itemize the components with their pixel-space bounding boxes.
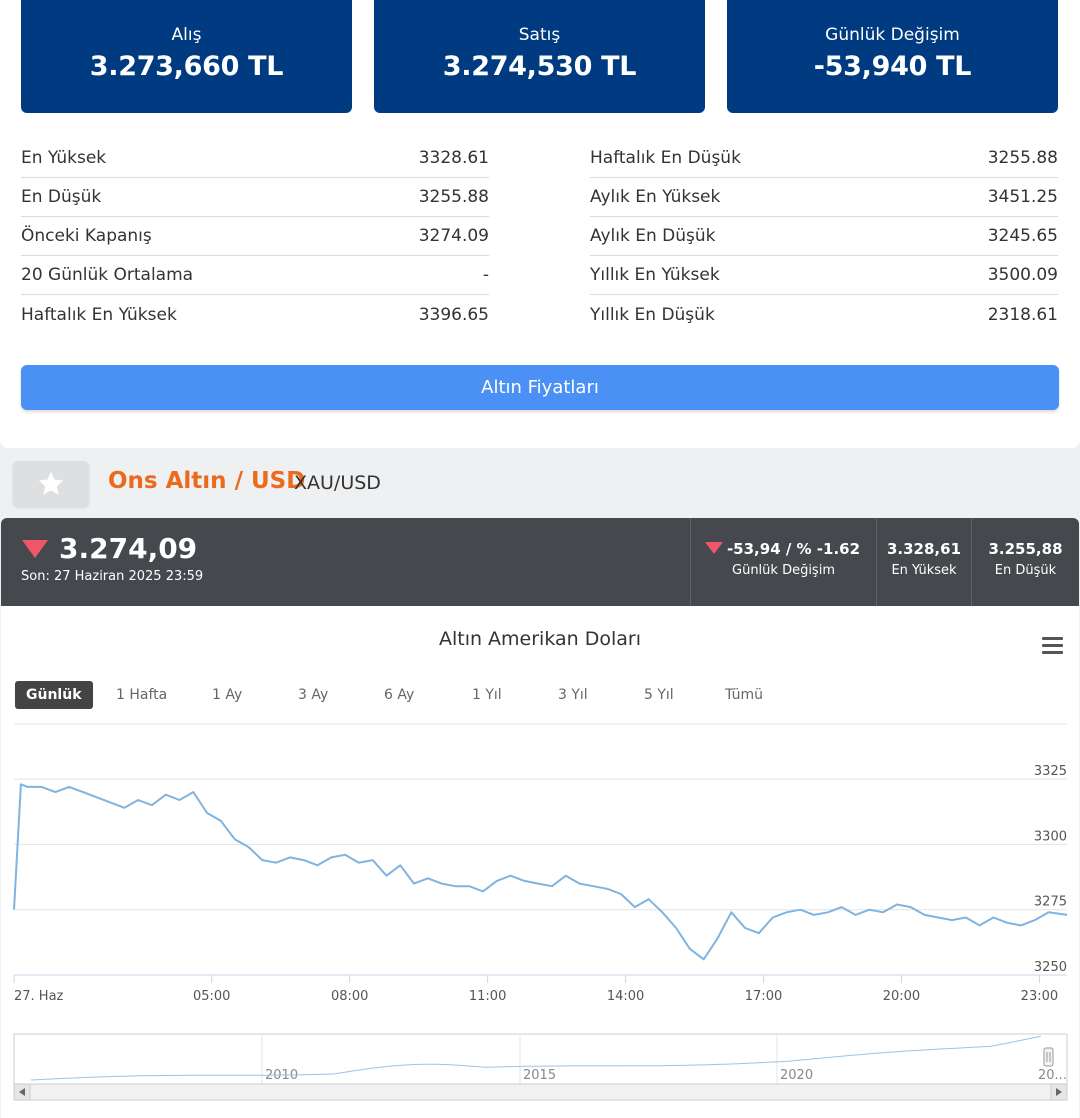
stat-row: 20 Günlük Ortalama - <box>21 256 489 295</box>
daily-change-label: Günlük Değişim <box>825 25 960 45</box>
instrument-symbol: XAU/USD <box>294 472 381 494</box>
buy-label: Alış <box>171 25 202 45</box>
range-button-6m[interactable]: 6 Ay <box>384 687 415 703</box>
stat-row: En Yüksek 3328.61 <box>21 139 489 178</box>
sell-value: 3.274,530 TL <box>442 51 637 82</box>
stat-label: Aylık En Yüksek <box>590 187 721 207</box>
chart-panel: Altın Amerikan Doları Günlük 1 Hafta 1 A… <box>1 606 1079 1118</box>
y-tick-label: 3325 <box>1034 764 1067 779</box>
stat-row: Önceki Kapanış 3274.09 <box>21 217 489 256</box>
summary-panel: Alış 3.273,660 TL Satış 3.274,530 TL Gün… <box>0 0 1080 448</box>
x-tick-label: 20:00 <box>883 989 920 1004</box>
range-button-3y[interactable]: 3 Yıl <box>558 687 588 703</box>
stat-value: 3451.25 <box>987 187 1058 207</box>
stat-value: 3255.88 <box>418 187 489 207</box>
daily-change-value: -53,940 TL <box>813 51 972 82</box>
scrollbar-track <box>13 1083 1068 1101</box>
navigator-line <box>30 1035 1042 1081</box>
last-price: 3.274,09 <box>59 532 198 565</box>
stats-left: En Yüksek 3328.61 En Düşük 3255.88 Önceki … <box>21 139 489 334</box>
range-button-daily[interactable]: Günlük <box>15 681 93 709</box>
stat-row: Yıllık En Yüksek 3500.09 <box>590 256 1058 295</box>
y-tick-label: 3275 <box>1034 895 1067 910</box>
low-label: En Düşük <box>994 563 1057 578</box>
stat-label: Haftalık En Yüksek <box>21 304 177 325</box>
navigator-tick-label: 2015 <box>523 1068 556 1083</box>
stat-label: 20 Günlük Ortalama <box>21 265 194 285</box>
navigator-tick-label: 2020 <box>780 1068 813 1083</box>
stat-value: 3328.61 <box>418 148 489 168</box>
range-button-1w[interactable]: 1 Hafta <box>116 687 168 703</box>
instrument-title: Ons Altın / USD <box>108 468 306 494</box>
stat-value: 3500.09 <box>987 265 1058 285</box>
range-button-5y[interactable]: 5 Yıl <box>644 687 674 703</box>
stat-value: 3396.65 <box>418 304 489 325</box>
stat-value: - <box>482 265 489 285</box>
buy-price-card: Alış 3.273,660 TL <box>21 0 352 113</box>
stat-row: Aylık En Düşük 3245.65 <box>590 217 1058 256</box>
stat-value: 3255.88 <box>987 148 1058 168</box>
scroll-left-icon <box>19 1088 25 1096</box>
high-cell: 3.328,61 En Yüksek <box>876 518 971 606</box>
low-cell: 3.255,88 En Düşük <box>971 518 1079 606</box>
stat-row: Haftalık En Düşük 3255.88 <box>590 139 1058 178</box>
buy-value: 3.273,660 TL <box>89 51 284 82</box>
x-tick-label: 08:00 <box>331 989 368 1004</box>
stat-label: Yıllık En Düşük <box>590 304 715 325</box>
sell-label: Satış <box>518 25 561 45</box>
gold-prices-button[interactable]: Altın Fiyatları <box>21 365 1059 410</box>
range-button-1m[interactable]: 1 Ay <box>212 687 243 703</box>
stat-value: 3245.65 <box>987 226 1058 246</box>
stat-value: 2318.61 <box>987 304 1058 325</box>
range-button-1y[interactable]: 1 Yıl <box>472 687 502 703</box>
stat-label: Haftalık En Düşük <box>590 148 741 168</box>
range-button-all[interactable]: Tümü <box>725 687 764 703</box>
price-chart[interactable]: 3250 3275 3300 3325 27. Haz 05:00 08:00 11:00 14… <box>1 606 1079 1118</box>
x-tick-label: 14:00 <box>607 989 644 1004</box>
y-tick-label: 3250 <box>1034 960 1067 975</box>
x-tick-label: 23:00 <box>1021 989 1058 1004</box>
down-triangle-icon <box>705 542 723 554</box>
stat-row: Aylık En Yüksek 3451.25 <box>590 178 1058 217</box>
x-tick-label: 11:00 <box>469 989 506 1004</box>
stat-row: Yıllık En Düşük 2318.61 <box>590 295 1058 334</box>
stat-label: Aylık En Düşük <box>590 226 716 246</box>
last-update: Son: 27 Haziran 2025 23:59 <box>21 569 204 584</box>
price-line <box>13 783 1068 961</box>
chart-title: Altın Amerikan Doları <box>438 628 642 650</box>
stat-row: En Düşük 3255.88 <box>21 178 489 217</box>
stat-value: 3274.09 <box>418 226 489 246</box>
favorite-button[interactable] <box>13 461 89 507</box>
sell-price-card: Satış 3.274,530 TL <box>374 0 705 113</box>
stat-label: En Yüksek <box>21 148 107 168</box>
x-tick-label: 17:00 <box>745 989 782 1004</box>
stat-label: Yıllık En Yüksek <box>590 265 720 285</box>
daily-change-value: -53,94 / % -1.62 <box>726 540 861 558</box>
x-tick-label: 27. Haz <box>14 989 64 1004</box>
x-tick-label: 05:00 <box>193 989 230 1004</box>
stat-label: Önceki Kapanış <box>21 226 152 246</box>
high-label: En Yüksek <box>891 563 957 578</box>
daily-change-label: Günlük Değişim <box>732 563 835 578</box>
stat-label: En Düşük <box>21 187 102 207</box>
stat-row: Haftalık En Yüksek 3396.65 <box>21 295 489 334</box>
daily-change-card: Günlük Değişim -53,940 TL <box>727 0 1058 113</box>
star-icon <box>38 471 64 495</box>
low-value: 3.255,88 <box>988 540 1063 558</box>
daily-change-cell: -53,94 / % -1.62 Günlük Değişim <box>690 518 876 606</box>
quote-bar: 3.274,09 Son: 27 Haziran 2025 23:59 -53,… <box>1 518 1079 606</box>
y-tick-label: 3300 <box>1034 829 1067 844</box>
high-value: 3.328,61 <box>886 540 962 558</box>
navigator-handle <box>1043 1047 1054 1067</box>
down-triangle-icon <box>22 540 48 558</box>
range-button-3m[interactable]: 3 Ay <box>298 687 329 703</box>
stats-right: Haftalık En Düşük 3255.88 Aylık En Yüksek… <box>590 139 1058 334</box>
menu-icon[interactable] <box>1042 637 1063 654</box>
scroll-right-icon <box>1056 1088 1062 1096</box>
navigator-tick-label: 20... <box>1038 1068 1067 1083</box>
